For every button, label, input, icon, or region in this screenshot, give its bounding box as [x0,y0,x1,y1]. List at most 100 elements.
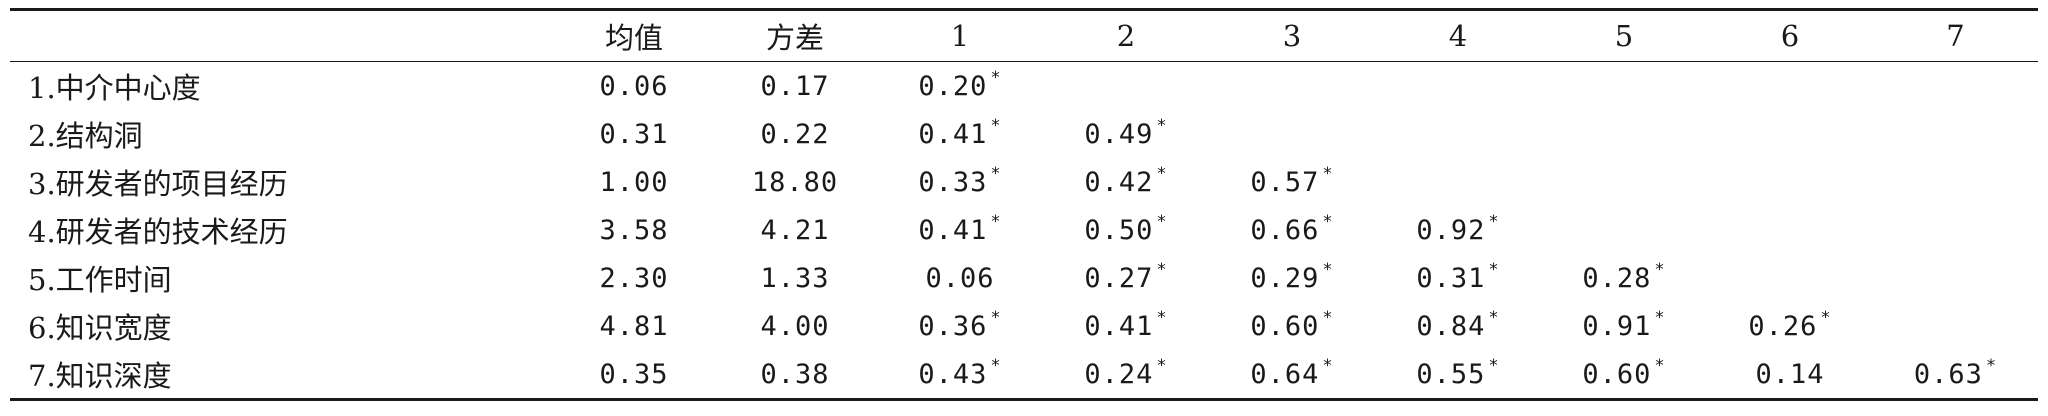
correlation-cell: 0.31 * [1375,254,1541,302]
correlation-cell: 0.57 * [1209,158,1375,206]
correlation-cell: 0.42 * [1043,158,1209,206]
correlation-value: 0.66 [1250,214,1320,246]
significance-marker: * [1322,163,1334,184]
correlation-value: 0.41 [918,214,988,246]
variance-cell: 4.21 [760,214,830,246]
significance-marker: * [1654,259,1666,280]
header-col-7: 7 [1946,19,1965,53]
significance-marker: * [1488,211,1500,232]
correlation-value: 0.42 [1084,166,1154,198]
correlation-value: 0.24 [1084,358,1154,390]
correlation-value: 0.49 [1084,118,1154,150]
empty-cell [1873,206,2038,254]
empty-cell [1707,110,1873,158]
significance-marker: * [1156,259,1168,280]
significance-marker: * [990,67,1002,88]
correlation-cell: 0.14 [1707,350,1873,400]
row-label: 6.知识宽度 [28,311,172,345]
header-blank [10,10,555,62]
correlation-value: 0.06 [925,262,995,294]
empty-cell [1707,62,1873,111]
empty-cell [1873,158,2038,206]
correlation-cell: 0.41 * [1043,302,1209,350]
correlation-value: 0.26 [1748,310,1818,342]
variance-cell: 0.38 [760,358,830,390]
empty-cell [1375,62,1541,111]
significance-marker: * [1322,211,1334,232]
significance-marker: * [1654,355,1666,376]
significance-marker: * [1985,355,1998,376]
empty-cell [1541,110,1707,158]
significance-marker: * [1156,211,1168,232]
significance-marker: * [1322,259,1334,280]
correlation-cell: 0.28 * [1541,254,1707,302]
header-col-3: 3 [1282,19,1302,53]
correlation-cell: 0.06 [877,254,1043,302]
significance-marker: * [1488,355,1500,376]
header-variance: 方差 [765,21,824,55]
correlation-cell: 0.92 * [1375,206,1541,254]
empty-cell [1707,158,1873,206]
empty-cell [1043,62,1209,111]
empty-cell [1375,110,1541,158]
mean-cell: 3.58 [599,214,669,246]
correlation-table-container: 均值 方差 1 2 3 4 5 6 7 1.中介中心度 0.06 0.17 0.20 *… [10,8,2038,401]
header-col-1: 1 [950,19,970,53]
correlation-value: 0.31 [1416,262,1486,294]
correlation-value: 0.36 [918,310,988,342]
correlation-value: 0.41 [918,118,988,150]
correlation-value: 0.64 [1250,358,1320,390]
table-row: 7.知识深度 0.35 0.38 0.43 * 0.24 * 0.64 * 0.55 * 0.60 * 0… [10,350,2038,400]
empty-cell [1873,254,2038,302]
correlation-value: 0.33 [918,166,988,198]
row-label: 2.结构洞 [28,119,143,153]
empty-cell [1873,110,2038,158]
row-label: 5.工作时间 [28,263,172,297]
table-header-row: 均值 方差 1 2 3 4 5 6 7 [10,9,2038,62]
mean-cell: 0.06 [599,70,669,102]
significance-marker: * [1156,355,1168,376]
correlation-value: 0.91 [1582,310,1652,342]
correlation-value: 0.29 [1250,262,1320,294]
variance-cell: 4.00 [760,310,830,342]
correlation-value: 0.84 [1416,310,1486,342]
variance-cell: 18.80 [751,166,839,198]
mean-cell: 4.81 [599,310,669,342]
correlation-cell: 0.24 * [1043,350,1209,400]
header-mean: 均值 [604,21,663,55]
correlation-cell: 0.43 * [877,350,1043,400]
table-body: 1.中介中心度 0.06 0.17 0.20 * 2.结构洞 0.31 0.22 0.41 * 0.… [10,62,2038,400]
significance-marker: * [990,115,1002,136]
header-col-4: 4 [1448,19,1468,53]
correlation-value: 0.92 [1416,214,1486,246]
significance-marker: * [1820,307,1832,328]
correlation-value: 0.43 [918,358,988,390]
correlation-value: 0.28 [1582,262,1652,294]
empty-cell [1541,158,1707,206]
significance-marker: * [1322,355,1334,376]
significance-marker: * [990,163,1002,184]
correlation-value: 0.41 [1084,310,1154,342]
correlation-cell: 0.27 * [1043,254,1209,302]
correlation-value: 0.14 [1755,358,1825,390]
table-row: 5.工作时间 2.30 1.33 0.06 0.27 * 0.29 * 0.31 * 0.28 * [10,254,2038,302]
significance-marker: * [990,211,1002,232]
table-row: 2.结构洞 0.31 0.22 0.41 * 0.49 * [10,110,2038,158]
empty-cell [1541,62,1707,111]
variance-cell: 1.33 [760,262,830,294]
significance-marker: * [1654,307,1666,328]
header-col-6: 6 [1780,19,1800,53]
correlation-cell: 0.41 * [877,110,1043,158]
mean-cell: 2.30 [599,262,669,294]
significance-marker: * [1488,259,1500,280]
empty-cell [1375,158,1541,206]
correlation-cell: 0.66 * [1209,206,1375,254]
correlation-cell: 0.49 * [1043,110,1209,158]
table-row: 6.知识宽度 4.81 4.00 0.36 * 0.41 * 0.60 * 0.84 * 0.91 * 0… [10,302,2038,350]
table-row: 3.研发者的项目经历 1.00 18.80 0.33 * 0.42 * 0.57 * [10,158,2038,206]
empty-cell [1541,206,1707,254]
table-row: 4.研发者的技术经历 3.58 4.21 0.41 * 0.50 * 0.66 * 0.92 * [10,206,2038,254]
variance-cell: 0.17 [760,70,830,102]
header-col-5: 5 [1614,19,1634,53]
significance-marker: * [990,307,1002,328]
